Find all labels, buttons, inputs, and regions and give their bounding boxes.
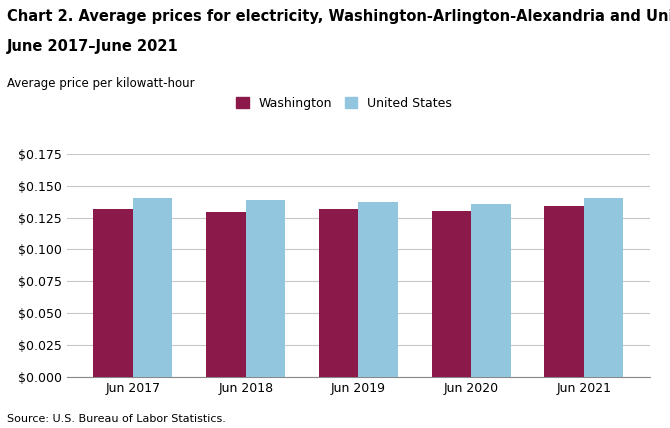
Bar: [358, 202, 398, 377]
Bar: [246, 200, 285, 377]
Bar: [94, 209, 133, 377]
Bar: [431, 211, 471, 377]
Bar: [133, 198, 172, 377]
Text: Chart 2. Average prices for electricity, Washington-Arlington-Alexandria and Uni: Chart 2. Average prices for electricity,…: [7, 9, 670, 24]
Legend: Washington, United States: Washington, United States: [237, 97, 452, 110]
Bar: [319, 209, 358, 377]
Bar: [584, 198, 623, 377]
Text: June 2017–June 2021: June 2017–June 2021: [7, 39, 178, 54]
Text: Average price per kilowatt-hour: Average price per kilowatt-hour: [7, 77, 194, 90]
Bar: [545, 205, 584, 377]
Bar: [206, 212, 246, 377]
Bar: [471, 204, 511, 377]
Text: Source: U.S. Bureau of Labor Statistics.: Source: U.S. Bureau of Labor Statistics.: [7, 414, 226, 424]
